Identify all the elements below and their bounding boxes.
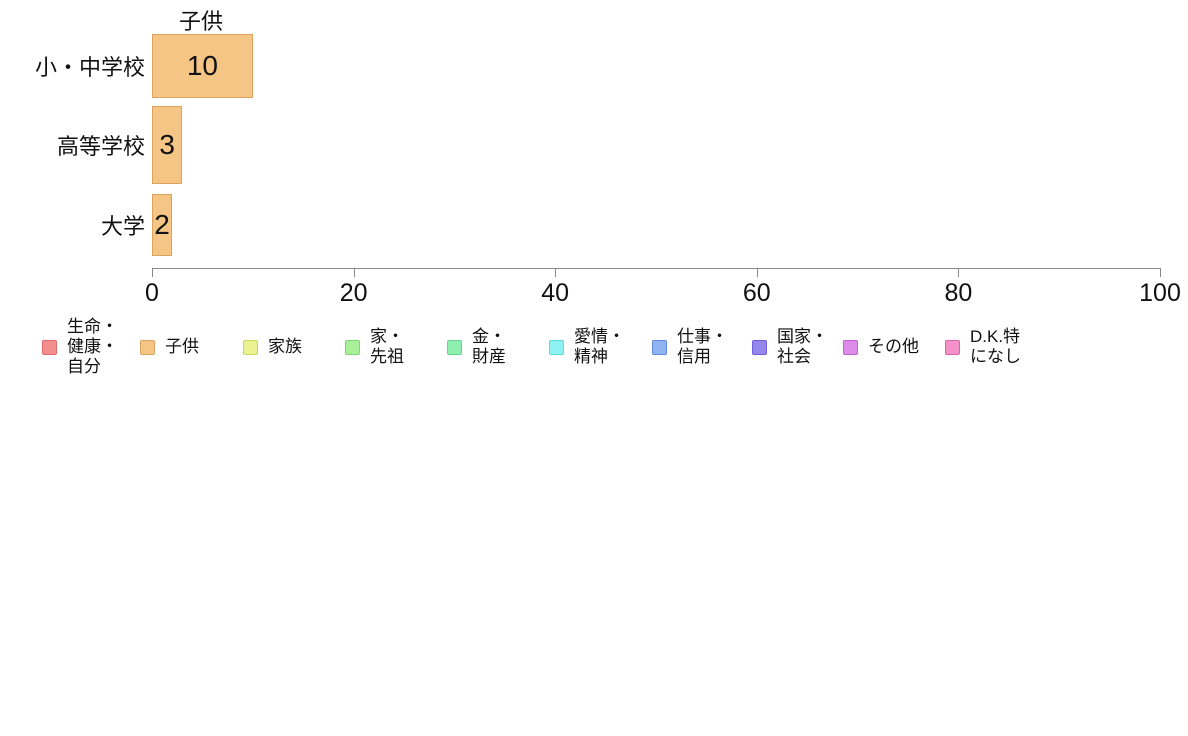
x-tick: [958, 268, 960, 277]
bar[interactable]: 10: [152, 34, 253, 98]
legend-item[interactable]: 愛情・ 精神: [549, 327, 625, 367]
legend-swatch: [140, 339, 155, 355]
x-tick: [1160, 268, 1161, 277]
x-tick-label: 0: [145, 279, 159, 307]
legend-item[interactable]: 子供: [140, 337, 199, 357]
x-tick: [555, 268, 557, 277]
bar[interactable]: 3: [152, 106, 183, 184]
legend-swatch: [345, 339, 360, 355]
legend-label: 金・ 財産: [472, 327, 506, 366]
category-label: 高等学校: [56, 134, 145, 159]
x-tick: [353, 268, 355, 277]
legend-swatch: [243, 339, 258, 355]
legend-label: D.K.特 になし: [970, 327, 1021, 366]
x-tick-label: 40: [541, 279, 570, 307]
bar[interactable]: 2: [152, 194, 173, 256]
legend-item[interactable]: その他: [843, 337, 919, 357]
x-tick-label: 60: [742, 279, 771, 307]
x-tick-label: 100: [1139, 279, 1181, 307]
x-axis-line: [152, 268, 1160, 269]
legend-item[interactable]: 生命・ 健康・ 自分: [42, 317, 118, 377]
x-tick-label: 80: [944, 279, 973, 307]
legend-swatch: [945, 339, 960, 355]
legend-item[interactable]: 家族: [243, 337, 302, 357]
category-label: 小・中学校: [34, 55, 145, 80]
legend-item[interactable]: 国家・ 社会: [752, 327, 828, 367]
legend-label: 家・ 先祖: [370, 327, 404, 366]
bar-value-label: 10: [186, 50, 218, 81]
legend-label: 生命・ 健康・ 自分: [67, 317, 118, 376]
legend-swatch: [752, 339, 767, 355]
bar-value-label: 3: [159, 129, 175, 160]
chart-title: 子供: [178, 9, 224, 34]
x-tick-label: 20: [339, 279, 368, 307]
legend-swatch: [42, 339, 57, 355]
legend-item[interactable]: 仕事・ 信用: [652, 327, 728, 367]
legend-label: 愛情・ 精神: [574, 327, 625, 366]
legend-label: その他: [868, 337, 919, 356]
legend-label: 子供: [165, 337, 199, 356]
legend-swatch: [843, 339, 858, 355]
x-tick: [152, 268, 153, 277]
bar-value-label: 2: [154, 209, 170, 240]
legend-label: 仕事・ 信用: [677, 327, 728, 366]
legend-item[interactable]: 金・ 財産: [447, 327, 506, 367]
legend-label: 国家・ 社会: [777, 327, 828, 366]
legend-swatch: [549, 339, 564, 355]
category-label: 大学: [100, 214, 145, 239]
legend-swatch: [652, 339, 667, 355]
legend-swatch: [447, 339, 462, 355]
x-tick: [756, 268, 758, 277]
legend-item[interactable]: 家・ 先祖: [345, 327, 404, 367]
legend-item[interactable]: D.K.特 になし: [945, 327, 1021, 367]
legend-label: 家族: [268, 337, 302, 356]
